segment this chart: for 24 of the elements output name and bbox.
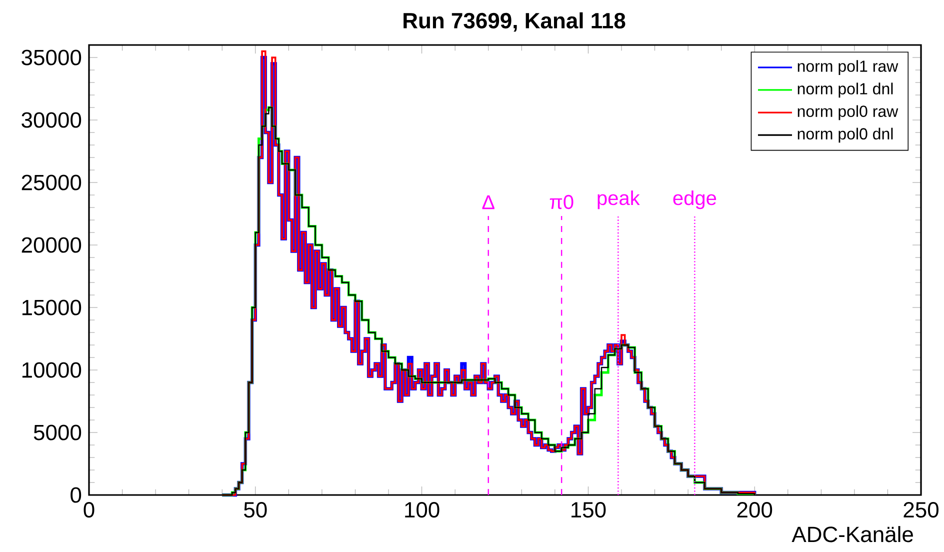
x-axis-title: ADC-Kanäle [792,526,913,542]
ref-line-label: π0 [550,194,574,210]
x-tick-label: 0 [84,502,94,518]
y-tick-label: 30000 [22,112,82,128]
y-tick-label: 5000 [34,424,82,440]
y-tick-label: 20000 [22,237,82,253]
legend-label: norm pol1 dnl [798,82,893,98]
ref-line-label: edge [673,190,716,210]
legend-label: norm pol0 raw [798,105,898,120]
ref-line-label: Δ [482,195,494,210]
x-tick-label: 100 [405,502,440,518]
x-tick-label: 250 [904,502,938,518]
y-tick-label: 10000 [22,362,82,378]
y-tick-label: 35000 [22,50,82,66]
y-tick-label: 15000 [22,300,82,316]
x-tick-label: 50 [244,502,267,518]
x-tick-label: 150 [572,502,606,518]
y-tick-label: 0 [70,487,82,503]
y-tick-label: 25000 [22,174,82,190]
chart-title: Run 73699, Kanal 118 [404,12,626,32]
ref-line-label: peak [598,190,640,210]
x-tick-label: 200 [737,502,772,518]
legend-label: norm pol0 dnl [798,128,893,143]
legend-label: norm pol1 raw [798,60,898,76]
